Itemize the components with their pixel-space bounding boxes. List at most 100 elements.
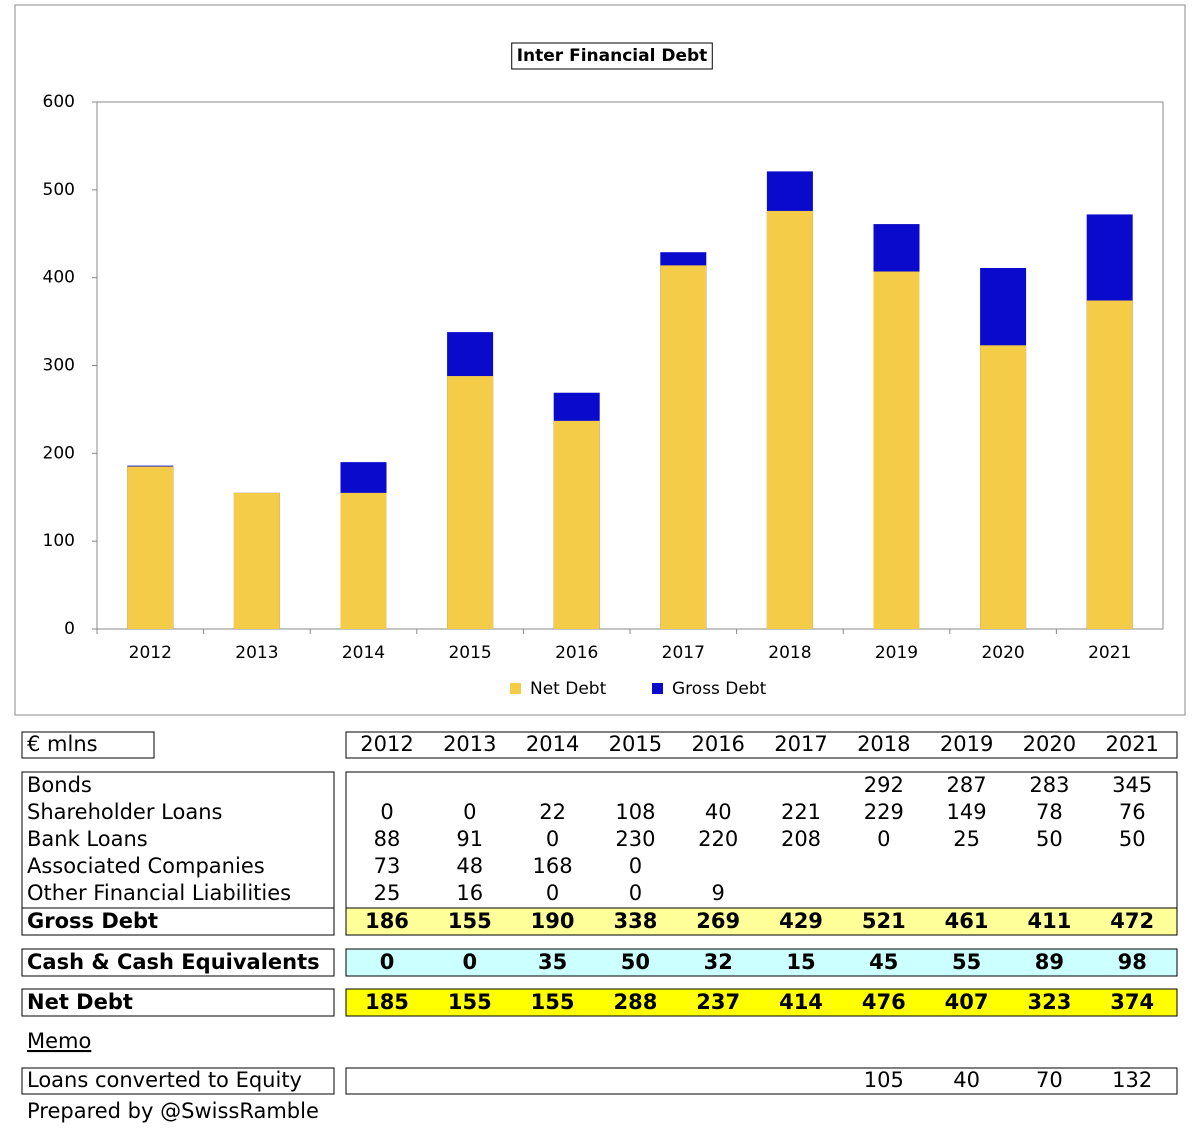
cell: 269	[696, 909, 740, 933]
row-label: Shareholder Loans	[27, 800, 222, 824]
cell: 168	[533, 854, 573, 878]
cell: 374	[1110, 990, 1154, 1014]
title-box	[511, 42, 713, 70]
x-tick-label: 2016	[555, 643, 598, 663]
memo-label-box	[21, 1067, 335, 1095]
row-label: Cash & Cash Equivalents	[27, 950, 320, 974]
unit-box	[21, 731, 155, 759]
row-label-box	[21, 988, 335, 1017]
cell: 22	[539, 800, 566, 824]
cell: 50	[621, 950, 650, 974]
cell: 185	[365, 990, 409, 1014]
cell: 208	[781, 827, 821, 851]
cell: 221	[781, 800, 821, 824]
y-tick-label: 400	[43, 268, 75, 288]
x-tick-label: 2015	[448, 643, 491, 663]
memo-value-box	[345, 1067, 1178, 1095]
cell: 0	[380, 950, 395, 974]
y-tick-label: 600	[43, 92, 75, 112]
cell: 73	[374, 854, 401, 878]
cell: 411	[1027, 909, 1071, 933]
row-label: Bank Loans	[27, 827, 148, 851]
legend-swatch	[510, 683, 521, 694]
cell: 237	[696, 990, 740, 1014]
cell: 89	[1035, 950, 1064, 974]
chart-title: Inter Financial Debt	[517, 46, 708, 66]
row-label: Associated Companies	[27, 854, 265, 878]
column-header: 2021	[1105, 732, 1158, 756]
cell: 91	[456, 827, 483, 851]
cell: 32	[704, 950, 733, 974]
row-value-box	[345, 948, 1178, 977]
column-header: 2016	[691, 732, 744, 756]
cell: 45	[869, 950, 898, 974]
y-tick-label: 100	[43, 531, 75, 551]
cell: 25	[953, 827, 980, 851]
cell: 288	[613, 990, 657, 1014]
cell: 0	[629, 881, 642, 905]
cell: 229	[864, 800, 904, 824]
column-header: 2014	[526, 732, 579, 756]
column-header: 2013	[443, 732, 496, 756]
cell: 338	[613, 909, 657, 933]
x-tick-label: 2017	[662, 643, 705, 663]
legend-swatch	[652, 683, 663, 694]
bar	[873, 271, 920, 629]
cell: 0	[380, 800, 393, 824]
cell: 50	[1036, 827, 1063, 851]
detail-value-box	[345, 771, 1178, 909]
bar	[980, 345, 1027, 629]
cell: 155	[448, 909, 492, 933]
cell: 0	[463, 800, 476, 824]
cell: 70	[1036, 1068, 1063, 1092]
cell: 220	[698, 827, 738, 851]
x-tick-label: 2012	[129, 643, 172, 663]
cell: 414	[779, 990, 823, 1014]
row-label: Gross Debt	[27, 909, 158, 933]
row-label: Loans converted to Equity	[27, 1068, 302, 1092]
cell: 149	[947, 800, 987, 824]
cell: 0	[462, 950, 477, 974]
column-header: 2012	[360, 732, 413, 756]
footer: Prepared by @SwissRamble	[27, 1099, 319, 1123]
cell: 48	[456, 854, 483, 878]
cell: 9	[712, 881, 725, 905]
row-value-box	[345, 988, 1178, 1017]
cell: 25	[374, 881, 401, 905]
x-tick-label: 2020	[981, 643, 1024, 663]
cell: 76	[1119, 800, 1146, 824]
cell: 429	[779, 909, 823, 933]
row-value-box	[345, 907, 1178, 936]
bar	[127, 466, 174, 629]
cell: 345	[1112, 773, 1152, 797]
cell: 15	[786, 950, 815, 974]
bar	[1086, 300, 1133, 629]
row-label: Other Financial Liabilities	[27, 881, 291, 905]
cell: 40	[705, 800, 732, 824]
row-label-box	[21, 948, 335, 977]
column-header: 2018	[857, 732, 910, 756]
cell: 472	[1110, 909, 1154, 933]
row-label: Bonds	[27, 773, 92, 797]
cell: 190	[531, 909, 575, 933]
cell: 16	[456, 881, 483, 905]
cell: 0	[629, 854, 642, 878]
cell: 461	[945, 909, 989, 933]
column-header: 2017	[774, 732, 827, 756]
cell: 521	[862, 909, 906, 933]
cell: 35	[538, 950, 567, 974]
row-label-box	[21, 907, 335, 936]
legend-label: Gross Debt	[672, 679, 767, 699]
memo-label: Memo	[27, 1029, 91, 1053]
cell: 476	[862, 990, 906, 1014]
cell: 407	[945, 990, 989, 1014]
cell: 292	[864, 773, 904, 797]
y-tick-label: 300	[43, 356, 75, 376]
cell: 98	[1118, 950, 1147, 974]
bar	[766, 210, 813, 629]
cell: 132	[1112, 1068, 1152, 1092]
bar	[660, 265, 707, 629]
cell: 105	[864, 1068, 904, 1092]
x-tick-label: 2021	[1088, 643, 1131, 663]
cell: 88	[374, 827, 401, 851]
